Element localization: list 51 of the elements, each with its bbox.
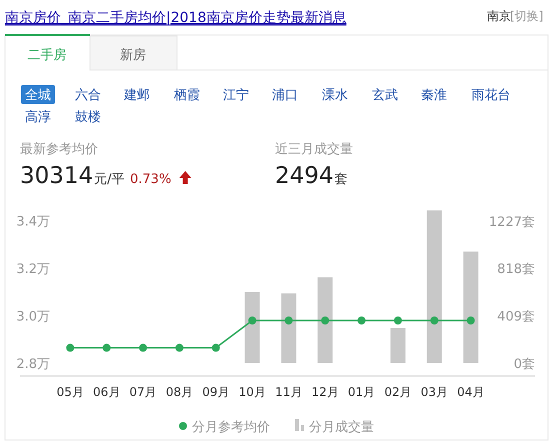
legend-label: 分月参考均价 [192,420,270,435]
text: 0.73% [130,172,172,187]
text: 南京 [487,9,511,23]
x-tick-label: 01月 [348,385,376,399]
y-tick-label: 3.2万 [16,262,50,278]
x-tick-label: 11月 [275,385,302,399]
bar [281,293,296,364]
text: 浦口 [272,88,298,103]
x-tick-label: 03月 [420,385,448,399]
bar [318,277,333,364]
y2-tick-label: 409套 [497,310,535,325]
text: 鼓楼 [75,110,101,125]
text: 玄武 [372,87,398,103]
text: 溧水 [322,88,348,103]
x-tick-label: 07月 [129,385,157,399]
text: 新房 [120,47,146,63]
text: 秦淮 [421,88,447,103]
x-tick-label: 04月 [457,385,484,399]
text: 建邺 [123,88,150,103]
text: 元/平 [94,172,125,187]
text: 六合 [75,88,101,103]
text: 江宁 [223,87,249,103]
text: 2494 [275,163,334,189]
y-tick-label: 3.0万 [16,310,50,325]
x-tick-label: 08月 [166,385,194,399]
bar [244,292,260,364]
x-tick-label: 09月 [202,385,230,399]
x-tick-label: 02月 [384,385,412,399]
text: 二手房 [28,47,66,63]
y2-tick-label: 1227套 [488,214,535,230]
y-tick-label: 2.8万 [16,356,50,372]
text: [切换] [510,9,544,23]
text: 最新参考均价 [20,142,98,157]
y2-tick-label: 818套 [497,262,535,278]
text: 高淳 [25,109,51,125]
x-tick-label: 05月 [56,385,84,399]
text: 30314 [20,163,94,189]
text: 套 [334,172,348,187]
x-tick-label: 06月 [92,385,120,399]
text: 雨花台 [472,88,510,103]
text: 近三月成交量 [275,141,353,157]
text: 全城 [25,88,51,103]
y2-tick-label: 0套 [514,357,535,372]
bar [426,210,442,364]
y-tick-label: 3.4万 [16,214,50,230]
x-tick-label: 12月 [311,385,339,399]
bar [390,328,406,364]
legend-label: 分月成交量 [309,419,374,435]
bar [463,252,478,364]
x-tick-label: 10月 [238,385,266,399]
text: 栖霞 [173,88,200,103]
